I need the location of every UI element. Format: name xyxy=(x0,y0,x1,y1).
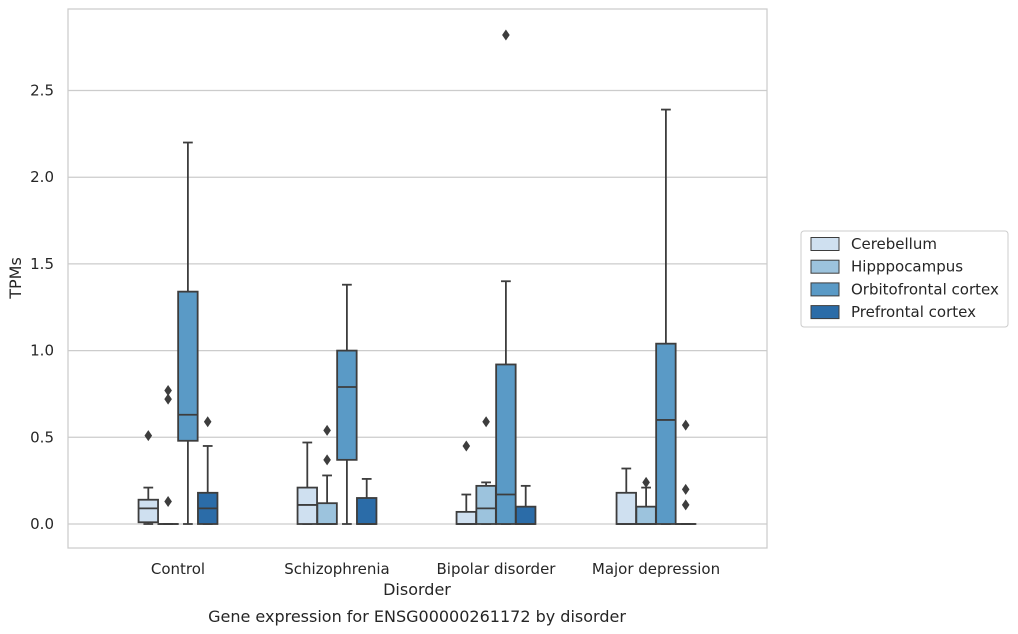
box-body xyxy=(137,498,159,524)
legend-label: Hipppocampus xyxy=(851,258,963,276)
box-body xyxy=(495,363,517,525)
box-body xyxy=(615,491,637,525)
box-hipppocampus xyxy=(316,424,338,525)
legend-swatch xyxy=(810,237,840,251)
legend-label: Cerebellum xyxy=(851,235,937,253)
box-body xyxy=(177,290,199,442)
box-prefrontal-cortex xyxy=(675,419,697,525)
outlier-point xyxy=(502,29,510,41)
outlier-point xyxy=(323,424,331,436)
outlier-point xyxy=(681,483,690,495)
x-tick-labels: Control Schizophrenia Bipolar disorder Majo… xyxy=(151,560,720,578)
outlier-point xyxy=(203,416,212,428)
box-cerebellum xyxy=(137,430,159,525)
box-prefrontal-cortex xyxy=(356,478,378,525)
box-cerebellum xyxy=(615,467,637,525)
box-hipppocampus xyxy=(635,476,657,525)
box-body xyxy=(515,505,537,525)
box-groups xyxy=(137,29,697,525)
outlier-point xyxy=(681,419,690,431)
outlier-point xyxy=(144,430,153,442)
box-prefrontal-cortex xyxy=(197,416,219,525)
box-orbitofrontal-cortex xyxy=(336,283,358,525)
box-orbitofrontal-cortex xyxy=(655,108,677,525)
legend-swatch xyxy=(810,305,840,320)
box-body xyxy=(475,484,497,525)
box-body xyxy=(316,502,338,525)
legend-swatch xyxy=(810,282,840,297)
y-tick-label: 0.5 xyxy=(30,428,54,446)
y-axis-label: TPMs xyxy=(6,257,25,300)
x-tick-label: Control xyxy=(151,560,205,578)
outlier-point xyxy=(462,440,471,452)
box-orbitofrontal-cortex xyxy=(177,141,199,525)
legend: Cerebellum Hipppocampus Orbitofrontal cort… xyxy=(800,230,1009,328)
legend-label: Prefrontal cortex xyxy=(851,303,976,321)
outlier-point xyxy=(164,384,172,396)
outlier-point xyxy=(323,454,331,466)
box-body xyxy=(635,505,657,525)
box-prefrontal-cortex xyxy=(515,484,537,525)
box-body xyxy=(336,349,358,461)
plot-frame xyxy=(67,8,768,549)
box-orbitofrontal-cortex xyxy=(495,29,517,525)
plot-background xyxy=(68,9,767,548)
box-body xyxy=(455,510,477,525)
y-tick-label: 2.5 xyxy=(30,82,54,100)
x-tick-label: Major depression xyxy=(592,560,720,578)
x-tick-label: Schizophrenia xyxy=(284,560,389,578)
y-tick-label: 1.5 xyxy=(30,255,54,273)
outlier-point xyxy=(164,495,172,507)
chart-caption: Gene expression for ENSG00000261172 by d… xyxy=(208,607,626,626)
y-tick-label: 2.0 xyxy=(30,168,54,186)
legend-frame xyxy=(800,230,1009,328)
box-cerebellum xyxy=(296,441,318,525)
outlier-point xyxy=(642,476,650,488)
box-body xyxy=(356,497,378,525)
box-hipppocampus xyxy=(157,384,179,525)
y-tick-label: 0.0 xyxy=(30,515,54,533)
outlier-point xyxy=(164,393,172,405)
outlier-point xyxy=(482,416,490,428)
x-tick-label: Bipolar disorder xyxy=(437,560,557,578)
y-tick-label: 1.0 xyxy=(30,342,54,360)
x-axis-label: Disorder xyxy=(383,580,451,599)
legend-swatch xyxy=(810,259,840,274)
legend-label: Orbitofrontal cortex xyxy=(851,280,999,298)
box-body xyxy=(655,342,677,525)
y-tick-labels: 0.0 0.5 1.0 1.5 2.0 2.5 xyxy=(30,82,54,534)
outlier-point xyxy=(681,499,690,511)
